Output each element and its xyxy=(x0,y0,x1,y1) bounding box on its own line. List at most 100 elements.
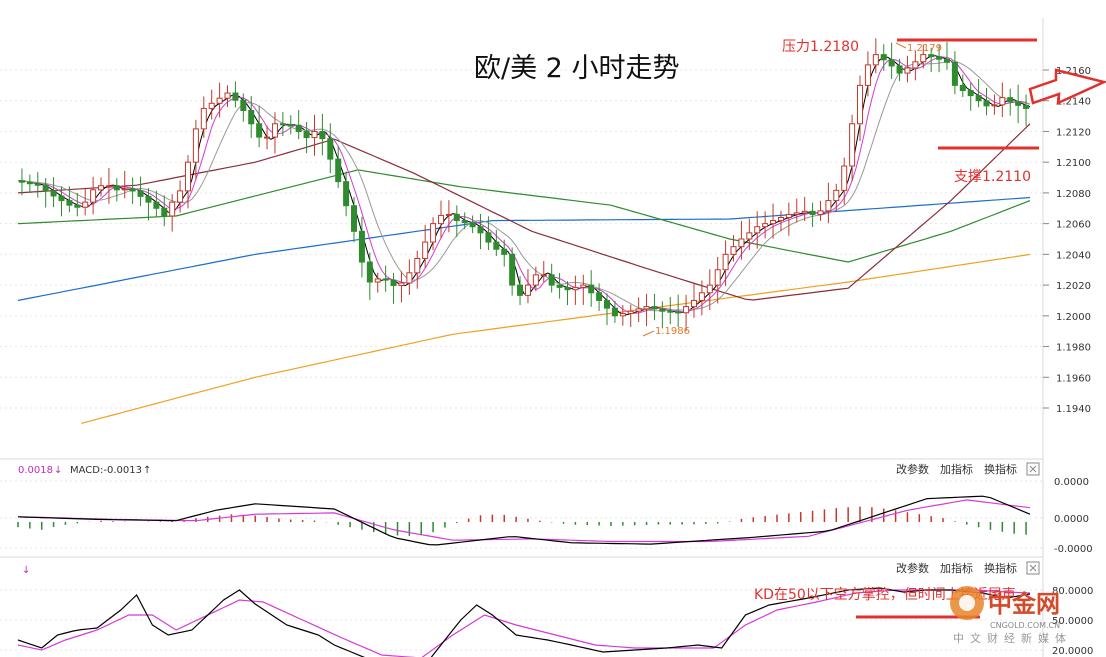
candle xyxy=(928,47,935,72)
control-1[interactable]: 加指标 xyxy=(940,561,973,575)
candle xyxy=(698,280,705,316)
moving-average-lines xyxy=(17,55,1031,424)
candle xyxy=(849,114,856,182)
y-tick-label: 1.2120 xyxy=(1056,127,1091,138)
candle xyxy=(445,200,452,233)
candle xyxy=(18,168,25,196)
macd-controls: 改参数 加指标 换指标 xyxy=(896,462,1040,476)
kd-tick-label: 20.0000 xyxy=(1052,646,1093,657)
candle xyxy=(129,177,136,204)
candle xyxy=(857,75,864,142)
candle xyxy=(200,96,207,138)
candle xyxy=(675,294,682,328)
candle xyxy=(793,198,800,223)
candle xyxy=(643,293,650,327)
candle xyxy=(335,146,342,189)
candle xyxy=(137,176,144,206)
y-tick-label: 1.2160 xyxy=(1056,66,1091,77)
kd-note: KD在50以下空方掌控，但时间上接近尾声 xyxy=(754,586,1016,603)
candle xyxy=(604,293,611,326)
candle xyxy=(611,300,618,323)
candle xyxy=(192,119,199,180)
candle xyxy=(548,263,555,293)
control-0[interactable]: 改参数 xyxy=(896,462,929,476)
candle xyxy=(224,85,231,108)
candlestick-series xyxy=(18,38,1030,331)
close-icon[interactable] xyxy=(1026,561,1040,575)
kd-tick-label: 80.0000 xyxy=(1052,586,1093,597)
candle xyxy=(287,115,294,135)
candle xyxy=(98,177,105,197)
candle xyxy=(240,93,247,122)
candle xyxy=(524,269,531,304)
candle xyxy=(169,194,176,232)
macd-series xyxy=(17,495,1031,546)
candle xyxy=(66,186,73,213)
control-2[interactable]: 换指标 xyxy=(984,561,1017,575)
candle xyxy=(619,305,626,326)
candle xyxy=(422,224,429,268)
control-0[interactable]: 改参数 xyxy=(896,561,929,575)
y-tick-label: 1.2000 xyxy=(1056,312,1091,323)
kd-controls: 改参数 加指标 换指标 xyxy=(896,561,1040,575)
candle xyxy=(382,265,389,292)
candle xyxy=(991,94,998,115)
kd-y-axis: 80.0000 50.0000 20.0000 xyxy=(0,586,1093,657)
y-tick-label: 1.2140 xyxy=(1056,97,1091,108)
close-icon[interactable] xyxy=(1026,462,1040,476)
watermark-logo: 中金网 CNGOLD.COM.CN 中文财经新媒体 xyxy=(950,586,1066,645)
candle xyxy=(216,82,223,118)
candle xyxy=(271,112,278,154)
candle xyxy=(540,261,547,283)
candle xyxy=(1015,84,1022,124)
candle xyxy=(888,42,895,80)
candle xyxy=(967,82,974,111)
candle xyxy=(358,216,365,278)
up-arrow-icon: ↑ xyxy=(143,465,151,476)
candle xyxy=(722,240,729,287)
logo-inner-icon xyxy=(959,595,975,611)
ma-line xyxy=(17,169,1031,263)
candle xyxy=(1007,88,1014,116)
candle xyxy=(343,171,350,217)
candle xyxy=(351,196,358,243)
y-tick-label: 1.2020 xyxy=(1056,281,1091,292)
candle xyxy=(841,157,848,205)
candle xyxy=(26,174,33,193)
candle xyxy=(264,125,271,150)
candle xyxy=(785,202,792,236)
candle xyxy=(762,211,769,239)
candle xyxy=(327,123,334,174)
candle xyxy=(975,79,982,108)
candle xyxy=(437,200,444,239)
price-y-axis: 1.2160 1.2140 1.2120 1.2100 1.2080 1.2060 1.20… xyxy=(1043,66,1091,415)
candle xyxy=(477,213,484,250)
candle xyxy=(730,235,737,262)
candle xyxy=(896,58,903,82)
candle xyxy=(82,187,89,216)
candle xyxy=(58,186,65,217)
candle xyxy=(485,216,492,251)
support-label: 支撑1.2110 xyxy=(954,169,1031,185)
macd-tick-label: 0.0000 xyxy=(1054,477,1089,488)
low-mark-pointer xyxy=(642,330,655,337)
candle xyxy=(121,170,128,199)
y-tick-label: 1.2040 xyxy=(1056,250,1091,261)
candle xyxy=(809,202,816,228)
y-tick-label: 1.1980 xyxy=(1056,343,1091,354)
candle xyxy=(74,192,81,217)
candle xyxy=(738,220,745,260)
kd-down-arrow-icon: ↓ xyxy=(22,565,30,576)
candle xyxy=(951,51,958,95)
candle xyxy=(754,211,761,249)
close-x-icon xyxy=(1029,564,1037,572)
control-2[interactable]: 换指标 xyxy=(984,462,1017,476)
y-tick-label: 1.2100 xyxy=(1056,158,1091,169)
control-1[interactable]: 加指标 xyxy=(940,462,973,476)
ma-line xyxy=(81,253,1031,424)
candle xyxy=(833,183,840,212)
candle xyxy=(398,271,405,303)
candle xyxy=(588,270,595,307)
candle xyxy=(469,215,476,234)
candle xyxy=(904,55,911,83)
